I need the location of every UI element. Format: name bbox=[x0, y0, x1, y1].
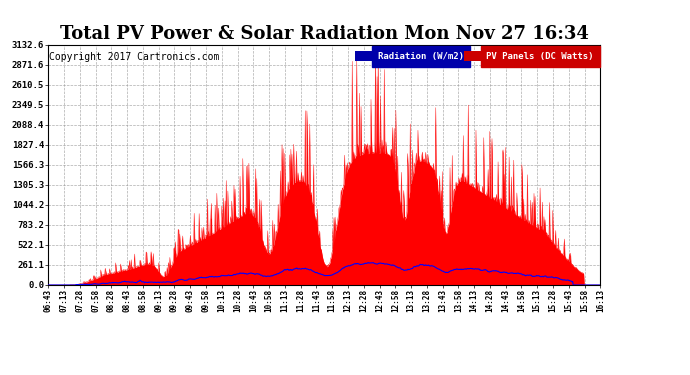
Title: Total PV Power & Solar Radiation Mon Nov 27 16:34: Total PV Power & Solar Radiation Mon Nov… bbox=[60, 26, 589, 44]
Text: Copyright 2017 Cartronics.com: Copyright 2017 Cartronics.com bbox=[49, 52, 219, 62]
Legend: Radiation (W/m2), PV Panels (DC Watts): Radiation (W/m2), PV Panels (DC Watts) bbox=[353, 50, 595, 63]
